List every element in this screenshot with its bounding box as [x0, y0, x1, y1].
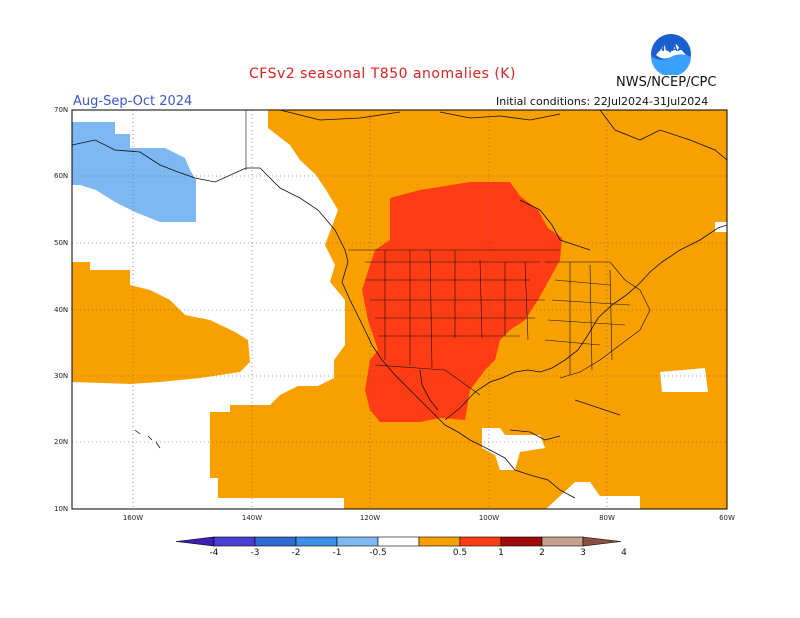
neutral-region-gulf [482, 428, 545, 470]
colorbar [175, 536, 622, 547]
colorbar-label: 4 [621, 548, 627, 558]
lat-label-50n: 50N [54, 239, 69, 247]
colorbar-label: 0.5 [452, 548, 468, 558]
colorbar-label: -1 [332, 548, 342, 558]
boundaries [245, 110, 651, 396]
colorbar-arrow-low [175, 536, 215, 547]
coastlines [72, 110, 727, 499]
hot-anomaly-region [362, 182, 562, 422]
lat-label-20n: 20N [54, 438, 69, 446]
map-frame [71, 109, 728, 510]
colorbar-label: -4 [209, 548, 219, 558]
colorbar-bin [295, 536, 338, 547]
logo-text: NOAA [658, 44, 684, 53]
colorbar-label: 1 [498, 548, 504, 558]
noaa-logo-icon: NOAA [650, 33, 692, 75]
colorbar-bin [254, 536, 297, 547]
lon-label-80w: 80W [599, 514, 615, 522]
lon-label-100w: 100W [478, 514, 500, 522]
map-title: CFSv2 seasonal T850 anomalies (K) [249, 66, 516, 82]
colorbar-bin [377, 536, 420, 547]
colorbar-label: 2 [539, 548, 545, 558]
lon-label-120w: 120W [359, 514, 381, 522]
colorbar-bin [213, 536, 256, 547]
lat-label-70n: 70N [54, 106, 69, 114]
colorbar-bin [500, 536, 543, 547]
lat-label-40n: 40N [54, 306, 69, 314]
colorbar-bin [418, 536, 461, 547]
agency-label: NWS/NCEP/CPC [616, 75, 717, 90]
colorbar-arrow-high [582, 536, 622, 547]
season-label: Aug-Sep-Oct 2024 [73, 94, 193, 109]
lon-label-140w: 140W [241, 514, 263, 522]
graticule [72, 110, 727, 509]
colorbar-label: -2 [291, 548, 301, 558]
warm-anomaly-region-pacific [72, 262, 250, 384]
colorbar-bin [336, 536, 379, 547]
colorbar-label: -0.5 [369, 548, 387, 558]
lon-label-160w: 160W [122, 514, 144, 522]
colorbar-label: -3 [250, 548, 260, 558]
neutral-region-atlantic [660, 368, 708, 392]
lat-label-60n: 60N [54, 172, 69, 180]
colorbar-label: 3 [580, 548, 586, 558]
cool-anomaly-region [72, 122, 196, 222]
colorbar-bin [541, 536, 584, 547]
lat-label-30n: 30N [54, 372, 69, 380]
initial-conditions-label: Initial conditions: 22Jul2024-31Jul2024 [496, 95, 709, 108]
colorbar-bin [459, 536, 502, 547]
lat-label-10n: 10N [54, 505, 69, 513]
lon-label-60w: 60W [719, 514, 735, 522]
neutral-region-south [610, 496, 640, 509]
